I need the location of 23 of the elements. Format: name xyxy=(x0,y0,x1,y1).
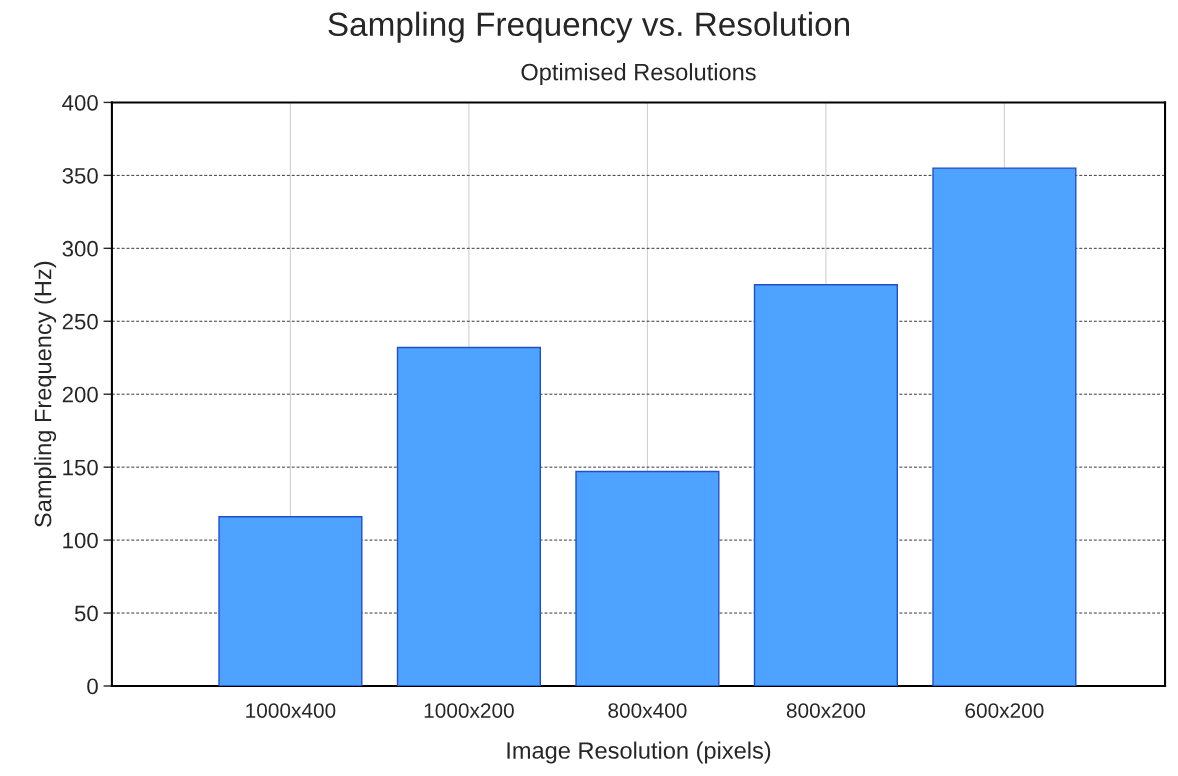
x-tick-label: 1000x400 xyxy=(246,703,336,718)
x-tick-label: 800x400 xyxy=(608,703,687,718)
y-tick-label: 150 xyxy=(63,459,98,476)
x-tick-label: 600x200 xyxy=(965,703,1044,718)
chart-subtitle: Optimised Resolutions xyxy=(521,63,756,86)
x-tick-label: 800x200 xyxy=(786,703,866,718)
bar xyxy=(218,516,363,686)
bar xyxy=(396,346,541,686)
y-tick-label: 100 xyxy=(63,532,98,549)
y-tick-label: 400 xyxy=(62,94,98,111)
chart-title: Sampling Frequency vs. Resolution xyxy=(328,11,850,43)
y-tick-label: 200 xyxy=(62,386,98,403)
y-tick-label: 50 xyxy=(74,605,98,622)
bar xyxy=(932,167,1077,686)
x-tick-label: 1000x200 xyxy=(424,703,514,718)
y-tick-label: 350 xyxy=(62,167,98,184)
y-tick-label: 0 xyxy=(87,678,98,695)
y-tick-label: 300 xyxy=(62,240,98,257)
bar xyxy=(575,470,720,686)
y-axis-title: Sampling Frequency (Hz) xyxy=(34,261,57,527)
y-tick-label: 250 xyxy=(62,313,98,330)
bar xyxy=(753,284,898,686)
x-axis-title: Image Resolution (pixels) xyxy=(507,741,771,764)
